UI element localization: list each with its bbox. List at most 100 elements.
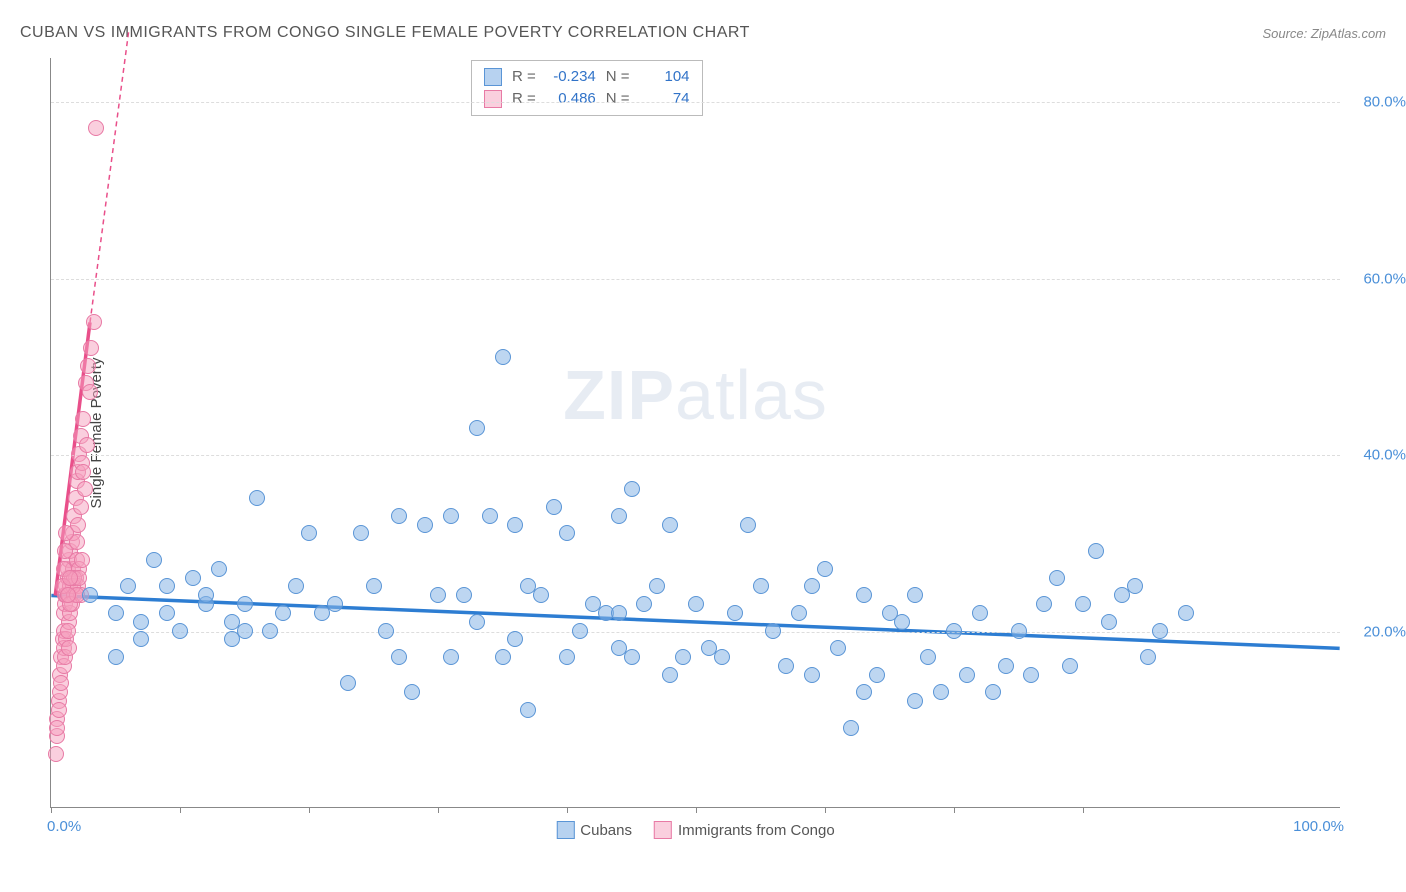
blue-data-point <box>946 623 962 639</box>
blue-data-point <box>378 623 394 639</box>
blue-data-point <box>430 587 446 603</box>
legend-label-cubans: Cubans <box>580 822 632 839</box>
blue-data-point <box>507 517 523 533</box>
blue-data-point <box>856 684 872 700</box>
blue-data-point <box>920 649 936 665</box>
blue-data-point <box>507 631 523 647</box>
blue-data-point <box>482 508 498 524</box>
blue-data-point <box>391 649 407 665</box>
blue-data-point <box>108 605 124 621</box>
blue-data-point <box>262 623 278 639</box>
blue-data-point <box>275 605 291 621</box>
legend-item-cubans: Cubans <box>556 821 632 839</box>
blue-data-point <box>662 517 678 533</box>
blue-data-point <box>791 605 807 621</box>
pink-data-point <box>75 411 91 427</box>
blue-data-point <box>714 649 730 665</box>
blue-data-point <box>624 649 640 665</box>
r-value-blue: -0.234 <box>546 66 596 88</box>
blue-data-point <box>172 623 188 639</box>
blue-data-point <box>856 587 872 603</box>
blue-data-point <box>804 578 820 594</box>
blue-data-point <box>533 587 549 603</box>
blue-data-point <box>572 623 588 639</box>
blue-data-point <box>688 596 704 612</box>
x-tick <box>51 807 52 813</box>
swatch-blue-icon <box>484 68 502 86</box>
y-tick-label: 60.0% <box>1346 270 1406 287</box>
blue-data-point <box>249 490 265 506</box>
blue-data-point <box>1075 596 1091 612</box>
blue-data-point <box>843 720 859 736</box>
blue-data-point <box>353 525 369 541</box>
pink-data-point <box>88 120 104 136</box>
blue-data-point <box>972 605 988 621</box>
pink-data-point <box>53 675 69 691</box>
x-tick <box>438 807 439 813</box>
blue-data-point <box>611 605 627 621</box>
y-tick-label: 80.0% <box>1346 94 1406 111</box>
legend-stats-row-blue: R = -0.234 N = 104 <box>484 66 690 88</box>
blue-data-point <box>1049 570 1065 586</box>
blue-data-point <box>985 684 1001 700</box>
pink-data-point <box>58 525 74 541</box>
blue-data-point <box>1101 614 1117 630</box>
chart-container: CUBAN VS IMMIGRANTS FROM CONGO SINGLE FE… <box>0 0 1406 892</box>
blue-data-point <box>520 702 536 718</box>
pink-data-point <box>74 552 90 568</box>
blue-data-point <box>82 587 98 603</box>
pink-data-point <box>80 358 96 374</box>
blue-data-point <box>662 667 678 683</box>
pink-data-point <box>83 340 99 356</box>
x-tick <box>309 807 310 813</box>
watermark-light: atlas <box>675 356 828 434</box>
r-label: R = <box>512 66 536 88</box>
blue-data-point <box>649 578 665 594</box>
bottom-legend: Cubans Immigrants from Congo <box>556 821 834 839</box>
legend-stats-row-pink: R = 0.486 N = 74 <box>484 88 690 110</box>
blue-data-point <box>495 649 511 665</box>
x-tick <box>1083 807 1084 813</box>
blue-data-point <box>636 596 652 612</box>
n-label: N = <box>606 88 630 110</box>
plot-area: ZIPatlas Single Female Poverty R = -0.23… <box>50 58 1340 808</box>
blue-data-point <box>1088 543 1104 559</box>
n-value-blue: 104 <box>640 66 690 88</box>
x-tick <box>954 807 955 813</box>
n-value-pink: 74 <box>640 88 690 110</box>
blue-data-point <box>1023 667 1039 683</box>
swatch-pink-icon <box>484 90 502 108</box>
blue-data-point <box>185 570 201 586</box>
pink-data-point <box>82 384 98 400</box>
blue-data-point <box>753 578 769 594</box>
blue-data-point <box>366 578 382 594</box>
blue-data-point <box>224 631 240 647</box>
pink-data-point <box>51 702 67 718</box>
blue-data-point <box>1127 578 1143 594</box>
blue-data-point <box>301 525 317 541</box>
pink-data-point <box>48 746 64 762</box>
y-tick-label: 40.0% <box>1346 447 1406 464</box>
blue-data-point <box>469 614 485 630</box>
blue-data-point <box>611 508 627 524</box>
gridline <box>51 279 1340 280</box>
blue-data-point <box>559 525 575 541</box>
gridline <box>51 102 1340 103</box>
blue-data-point <box>546 499 562 515</box>
blue-data-point <box>765 623 781 639</box>
blue-data-point <box>133 631 149 647</box>
blue-data-point <box>1036 596 1052 612</box>
pink-data-point <box>60 623 76 639</box>
x-tick <box>567 807 568 813</box>
blue-data-point <box>108 649 124 665</box>
x-tick <box>696 807 697 813</box>
pink-data-point <box>57 543 73 559</box>
watermark: ZIPatlas <box>563 355 828 435</box>
n-label: N = <box>606 66 630 88</box>
r-label: R = <box>512 88 536 110</box>
blue-data-point <box>817 561 833 577</box>
legend-item-congo: Immigrants from Congo <box>654 821 835 839</box>
pink-data-point <box>60 587 76 603</box>
pink-data-point <box>61 640 77 656</box>
blue-data-point <box>740 517 756 533</box>
